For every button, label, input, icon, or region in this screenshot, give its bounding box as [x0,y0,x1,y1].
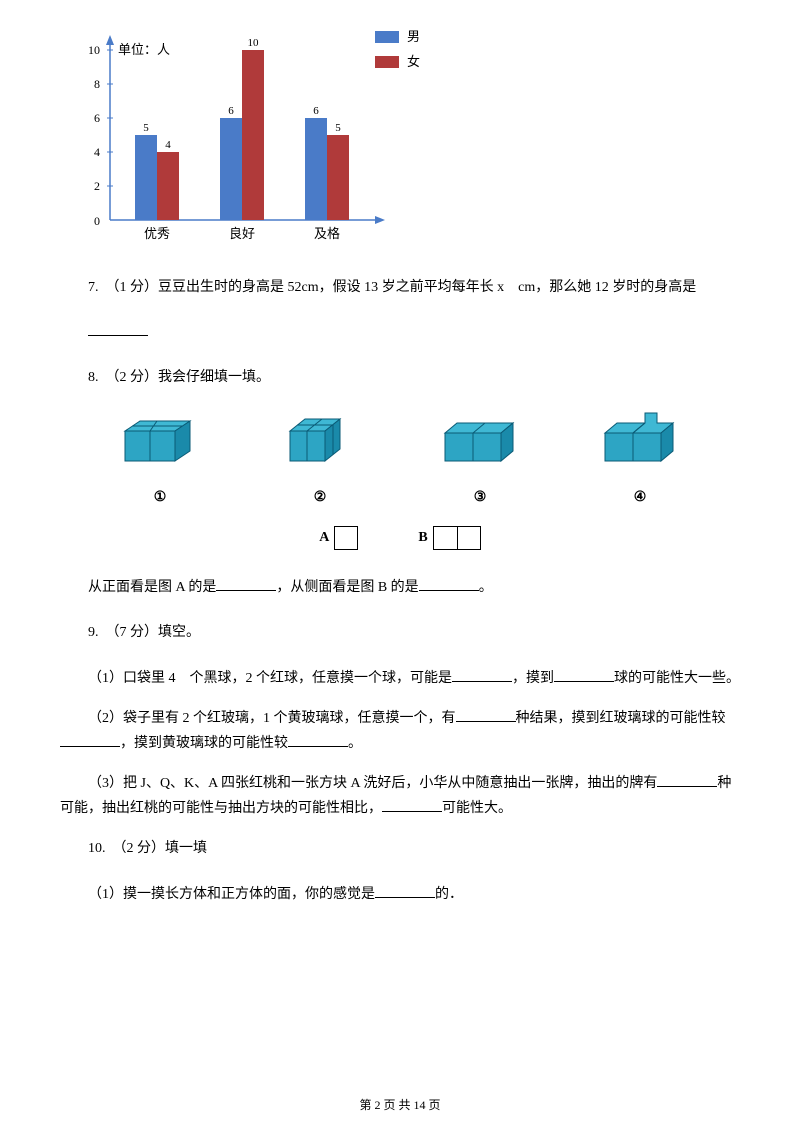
svg-text:优秀: 优秀 [144,226,170,241]
page-footer: 第 2 页 共 14 页 [0,1095,800,1117]
question-9-header: 9. （7 分）填空。 [60,620,740,645]
svg-text:10: 10 [88,43,100,57]
svg-text:6: 6 [94,111,100,125]
question-10-header: 10. （2 分）填一填 [60,836,740,861]
q10-part1: （1）摸一摸长方体和正方体的面，你的感觉是的． [60,882,740,907]
cube-2: ② [275,411,365,510]
svg-text:6: 6 [313,105,319,117]
cubes-row: ① ② ③ ④ [60,411,740,510]
cube-4: ④ [595,411,685,510]
svg-text:及格: 及格 [314,226,340,241]
svg-text:4: 4 [165,139,171,151]
shape-a-item: A [319,525,358,550]
q9-part1: （1）口袋里 4 个黑球，2 个红球，任意摸一个球，可能是，摸到球的可能性大一些… [60,666,740,691]
legend-swatch-female [375,56,399,68]
cube-3: ③ [435,411,525,510]
bar-chart: 0 2 4 6 8 10 单位：人 5 4 6 10 6 5 优秀 良好 [60,20,440,250]
chart-legend: 男 女 [375,25,420,76]
y-axis-label: 单位：人 [118,42,170,57]
svg-text:10: 10 [248,37,260,49]
q9-part2: （2）袋子里有 2 个红玻璃，1 个黄玻璃球，任意摸一个，有种结果，摸到红玻璃球… [60,706,740,756]
ab-shapes-row: A B [60,525,740,550]
svg-text:5: 5 [143,122,149,134]
legend-swatch-male [375,31,399,43]
shape-a [334,526,358,550]
legend-label-female: 女 [407,50,420,73]
legend-label-male: 男 [407,25,420,48]
svg-text:6: 6 [228,105,234,117]
q9-part3: （3）把 J、Q、K、A 四张红桃和一张方块 A 洗好后，小华从中随意抽出一张牌… [60,771,740,821]
svg-text:4: 4 [94,145,100,159]
q8-text: 从正面看是图 A 的是，从侧面看是图 B 的是。 [60,575,740,600]
svg-text:5: 5 [335,122,341,134]
svg-text:良好: 良好 [229,226,255,241]
question-8-header: 8. （2 分）我会仔细填一填。 [60,365,740,390]
svg-text:0: 0 [94,214,100,228]
svg-text:8: 8 [94,77,100,91]
q7-blank-line [60,320,740,345]
svg-text:2: 2 [94,179,100,193]
shape-b-item: B [418,525,480,550]
cube-1: ① [115,411,205,510]
q7-text: 7. （1 分）豆豆出生时的身高是 52cm，假设 13 岁之前平均每年长 x … [88,280,696,295]
question-7: 7. （1 分）豆豆出生时的身高是 52cm，假设 13 岁之前平均每年长 x … [60,275,740,300]
shape-b [433,526,481,550]
